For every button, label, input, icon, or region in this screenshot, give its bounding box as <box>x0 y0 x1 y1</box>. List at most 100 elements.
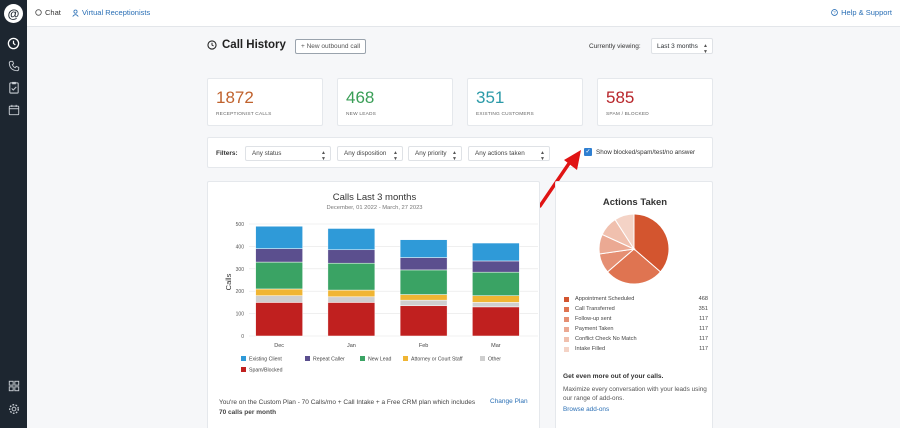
y-tick-label: 300 <box>236 267 245 273</box>
select-arrows-icon: ▲ ▼ <box>393 150 398 162</box>
bar-segment[interactable] <box>255 295 303 303</box>
viewing-label: Currently viewing: <box>589 43 641 50</box>
legend-value: 117 <box>699 336 708 342</box>
bar-segment[interactable] <box>399 269 448 295</box>
pie-slice[interactable] <box>633 213 670 273</box>
page-title: Call History <box>222 39 286 51</box>
phone-icon[interactable] <box>6 58 21 73</box>
legend-swatch <box>564 326 569 332</box>
gear-icon[interactable] <box>6 401 21 416</box>
y-tick-label: 500 <box>236 222 245 228</box>
calls-chart-card: Calls Last 3 months December, 01 2022 - … <box>207 181 540 428</box>
bar-segment[interactable] <box>472 271 520 296</box>
legend-swatch <box>564 306 569 312</box>
help-support-link[interactable]: ? Help & Support <box>831 8 892 17</box>
stat-label: EXISTING CUSTOMERS <box>476 112 534 117</box>
change-plan-link[interactable]: Change Plan <box>490 398 528 405</box>
show-blocked-toggle[interactable]: ✓ Show blocked/spam/test/no answer <box>584 148 695 156</box>
bar-segment[interactable] <box>472 306 520 337</box>
bar-segment[interactable] <box>327 262 376 291</box>
bar-segment[interactable] <box>472 302 520 308</box>
y-tick-label: 0 <box>241 334 244 340</box>
virtual-receptionists-tab[interactable]: Virtual Receptionists <box>72 8 150 17</box>
new-outbound-call-button[interactable]: + New outbound call <box>295 39 367 54</box>
page-header: Call History + New outbound call Current… <box>207 38 713 58</box>
legend-label: Repeat Caller <box>313 357 345 363</box>
legend-swatch <box>241 367 246 372</box>
priority-filter-select[interactable]: Any priority ▲ ▼ <box>408 146 462 162</box>
chat-tab[interactable]: Chat <box>35 8 61 17</box>
bar-segment[interactable] <box>472 242 520 262</box>
y-axis-label: Calls <box>224 273 233 290</box>
bar-segment[interactable] <box>255 225 303 249</box>
clock-icon[interactable] <box>6 36 21 51</box>
bar-segment[interactable] <box>327 249 376 264</box>
bar-segment[interactable] <box>327 289 376 298</box>
bar-segment[interactable] <box>399 305 448 337</box>
legend-label: Attorney or Court Staff <box>411 357 463 363</box>
legend-label: Conflict Check No Match <box>575 336 637 342</box>
actions-filter-select[interactable]: Any actions taken ▲ ▼ <box>468 146 550 162</box>
pie-slice[interactable] <box>606 248 662 285</box>
bar-segment[interactable] <box>327 228 376 251</box>
pie-slice[interactable] <box>614 213 635 251</box>
stat-card-spam-blocked: 585 SPAM / BLOCKED <box>597 78 713 126</box>
legend-label: Call Transferred <box>575 306 615 312</box>
y-tick-label: 400 <box>236 244 245 250</box>
chart-subtitle: December, 01 2022 - March, 27 2023 <box>326 205 423 211</box>
priority-filter-value: Any priority <box>415 150 447 157</box>
app-logo[interactable]: @ <box>4 4 23 23</box>
time-range-select[interactable]: Last 3 months ▲ ▼ <box>651 38 713 55</box>
legend-value: 117 <box>699 316 708 322</box>
x-tick-label: Dec <box>274 343 284 349</box>
bar-segment[interactable] <box>255 261 303 290</box>
actions-filter-value: Any actions taken <box>475 150 525 157</box>
bar-segment[interactable] <box>399 299 448 307</box>
bar-segment[interactable] <box>399 239 448 258</box>
legend-row: Conflict Check No Match 117 <box>564 334 708 344</box>
bar-segment[interactable] <box>255 288 303 296</box>
bar-segment[interactable] <box>255 248 303 263</box>
bar-segment[interactable] <box>399 294 448 301</box>
legend-value: 351 <box>698 306 708 312</box>
bar-segment[interactable] <box>327 296 376 303</box>
status-filter-value: Any status <box>252 150 282 157</box>
legend-swatch <box>564 336 569 342</box>
bar-segment[interactable] <box>255 302 303 337</box>
filters-bar: Filters: Any status ▲ ▼ Any disposition ▲… <box>207 137 713 168</box>
bar-segment[interactable] <box>399 257 448 271</box>
browse-addons-link[interactable]: Browse add-ons <box>563 406 610 413</box>
status-filter-select[interactable]: Any status ▲ ▼ <box>245 146 331 162</box>
disposition-filter-select[interactable]: Any disposition ▲ ▼ <box>337 146 403 162</box>
legend-label: Appointment Scheduled <box>575 296 635 302</box>
y-tick-label: 100 <box>236 312 245 318</box>
legend-swatch <box>480 356 485 361</box>
legend-row: Appointment Scheduled 468 <box>564 294 708 304</box>
legend-row: Payment Taken 117 <box>564 324 708 334</box>
legend-label: Other <box>488 357 501 363</box>
legend-label: Intake Filled <box>575 346 606 352</box>
legend-value: 117 <box>699 326 708 332</box>
stat-card-receptionist-calls: 1872 RECEPTIONIST CALLS <box>207 78 323 126</box>
help-icon: ? <box>831 9 838 16</box>
receptionist-icon <box>72 9 79 17</box>
y-tick-label: 200 <box>236 289 245 295</box>
show-blocked-checkbox[interactable]: ✓ <box>584 148 592 156</box>
plan-calls-limit: 70 calls per month <box>219 409 277 416</box>
help-support-label: Help & Support <box>841 8 892 17</box>
legend-swatch <box>564 296 569 302</box>
legend-value: 117 <box>699 346 708 352</box>
bar-segment[interactable] <box>472 260 520 273</box>
plan-description: You're on the Custom Plan - 70 Calls/mo … <box>219 398 479 418</box>
bar-segment[interactable] <box>327 302 376 337</box>
clipboard-icon[interactable] <box>6 80 21 95</box>
legend-value: 468 <box>698 296 708 302</box>
chart-title: Calls Last 3 months <box>332 192 417 203</box>
x-tick-label: Jan <box>347 343 356 349</box>
calendar-icon[interactable] <box>6 102 21 117</box>
plan-text: You're on the Custom Plan - 70 Calls/mo … <box>219 399 476 406</box>
sidebar: @ <box>0 0 27 428</box>
bar-segment[interactable] <box>472 295 520 303</box>
stat-label: SPAM / BLOCKED <box>606 112 649 117</box>
apps-grid-icon[interactable] <box>6 378 21 393</box>
